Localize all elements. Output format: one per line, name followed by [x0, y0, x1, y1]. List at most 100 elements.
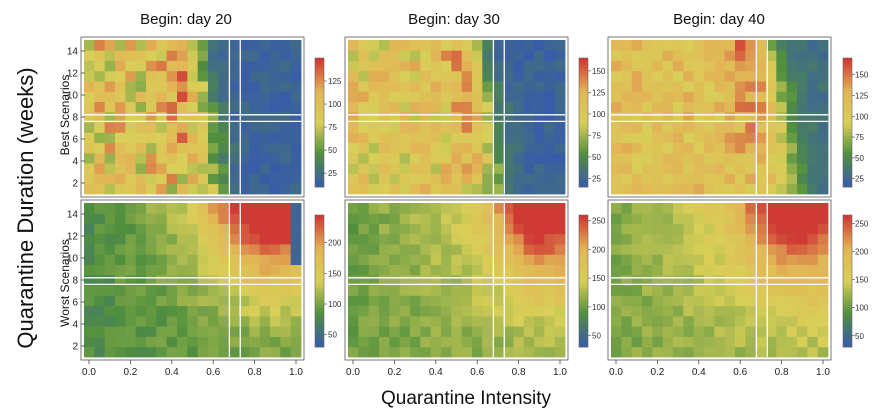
- heatmap-cell: [662, 183, 674, 195]
- heatmap-cell: [187, 91, 199, 102]
- heatmap-cell: [807, 336, 819, 348]
- heatmap-cell: [259, 142, 271, 154]
- heatmap-cell: [766, 70, 777, 82]
- heatmap-cell: [642, 163, 653, 174]
- heatmap-cell: [135, 40, 147, 51]
- heatmap-cell: [544, 91, 556, 102]
- heatmap-cell: [348, 315, 359, 327]
- heatmap-cell: [704, 91, 715, 102]
- heatmap-cell: [776, 336, 788, 348]
- heatmap-cell: [652, 40, 664, 51]
- heatmap-cell: [534, 70, 545, 82]
- heatmap-cell: [166, 274, 178, 286]
- heatmap-cell: [461, 326, 473, 337]
- heatmap-cell: [379, 233, 390, 245]
- heatmap-cell: [177, 254, 188, 265]
- heatmap-cell: [631, 183, 643, 195]
- heatmap-cell: [554, 40, 566, 51]
- heatmap-cell: [807, 101, 819, 113]
- colorbar-segment: [843, 145, 852, 149]
- heatmap-cell: [187, 274, 199, 286]
- heatmap-cell: [611, 173, 622, 185]
- heatmap-cell: [631, 213, 643, 224]
- colorbar-segment: [579, 87, 588, 91]
- heatmap-cell: [611, 81, 622, 92]
- heatmap-cell: [94, 163, 106, 174]
- heatmap-cell: [503, 295, 514, 307]
- heatmap-cell: [534, 213, 545, 224]
- heatmap-cell: [652, 132, 664, 144]
- heatmap-cell: [270, 254, 281, 265]
- heatmap-cell: [652, 50, 664, 61]
- heatmap-cell: [410, 326, 421, 337]
- heatmap-cell: [399, 274, 411, 286]
- heatmap-cell: [724, 264, 736, 276]
- colorbar-segment: [843, 125, 852, 130]
- heatmap-cell: [807, 173, 819, 185]
- heatmap-cell: [786, 223, 798, 235]
- heatmap-cell: [379, 244, 390, 255]
- heatmap-cell: [239, 183, 250, 195]
- heatmap-cell: [259, 173, 271, 185]
- heatmap-cell: [104, 142, 116, 154]
- heatmap-cell: [673, 326, 684, 337]
- heatmap-cell: [410, 91, 421, 102]
- panel-frame: [607, 199, 832, 361]
- heatmap-cell: [683, 315, 695, 327]
- colorbar-segment: [315, 74, 324, 78]
- heatmap-cell: [513, 163, 525, 174]
- heatmap-cell: [399, 70, 411, 82]
- heatmap-cell: [187, 223, 199, 235]
- heatmap-cell: [135, 346, 147, 358]
- heatmap-cell: [125, 101, 137, 113]
- heatmap-cell: [513, 60, 525, 72]
- heatmap-cell: [662, 132, 674, 144]
- heatmap-cell: [125, 213, 137, 224]
- heatmap-cell: [218, 233, 230, 245]
- heatmap-cell: [755, 60, 767, 72]
- heatmap-cell: [797, 233, 808, 245]
- colorbar-tick-label: 125: [592, 88, 606, 97]
- colorbar-segment: [579, 327, 588, 331]
- heatmap-cell: [348, 122, 359, 133]
- heatmap-cell: [420, 346, 432, 358]
- heatmap-cell: [290, 111, 302, 123]
- heatmap-cell: [786, 132, 798, 144]
- heatmap-cell: [693, 163, 705, 174]
- heatmap-cell: [441, 173, 452, 185]
- heatmap-cell: [135, 295, 147, 307]
- heatmap-cell: [430, 223, 442, 235]
- heatmap-cell: [776, 254, 788, 265]
- heatmap-cell: [379, 213, 390, 224]
- heatmap-cell: [662, 70, 674, 82]
- heatmap-cell: [631, 142, 643, 154]
- heatmap-cell: [104, 40, 116, 51]
- x-tick-label: 1.0: [289, 367, 303, 378]
- heatmap-cell: [704, 254, 715, 265]
- heatmap-cell: [410, 183, 421, 195]
- heatmap-cell: [786, 101, 798, 113]
- heatmap-cell: [544, 183, 556, 195]
- heatmap-cell: [166, 233, 178, 245]
- heatmap-cell: [441, 274, 452, 286]
- heatmap-cell: [523, 70, 535, 82]
- heatmap-cell: [807, 315, 819, 327]
- colorbar-segment: [843, 96, 852, 101]
- heatmap-cell: [389, 40, 401, 51]
- heatmap-cell: [177, 70, 188, 82]
- heatmap-cell: [239, 40, 250, 51]
- heatmap-cell: [766, 233, 777, 245]
- heatmap-cell: [807, 295, 819, 307]
- colorbar-segment: [579, 300, 588, 305]
- heatmap-cell: [554, 122, 566, 133]
- heatmap-cell: [389, 50, 401, 61]
- heatmap-cell: [745, 264, 757, 276]
- heatmap-cell: [745, 152, 757, 164]
- heatmap-cell: [115, 336, 126, 348]
- heatmap-cell: [156, 233, 168, 245]
- heatmap-cell: [410, 101, 421, 113]
- colorbar-segment: [843, 284, 852, 288]
- heatmap-cell: [544, 233, 556, 245]
- heatmap-cell: [358, 122, 370, 133]
- colorbar-segment: [579, 132, 588, 136]
